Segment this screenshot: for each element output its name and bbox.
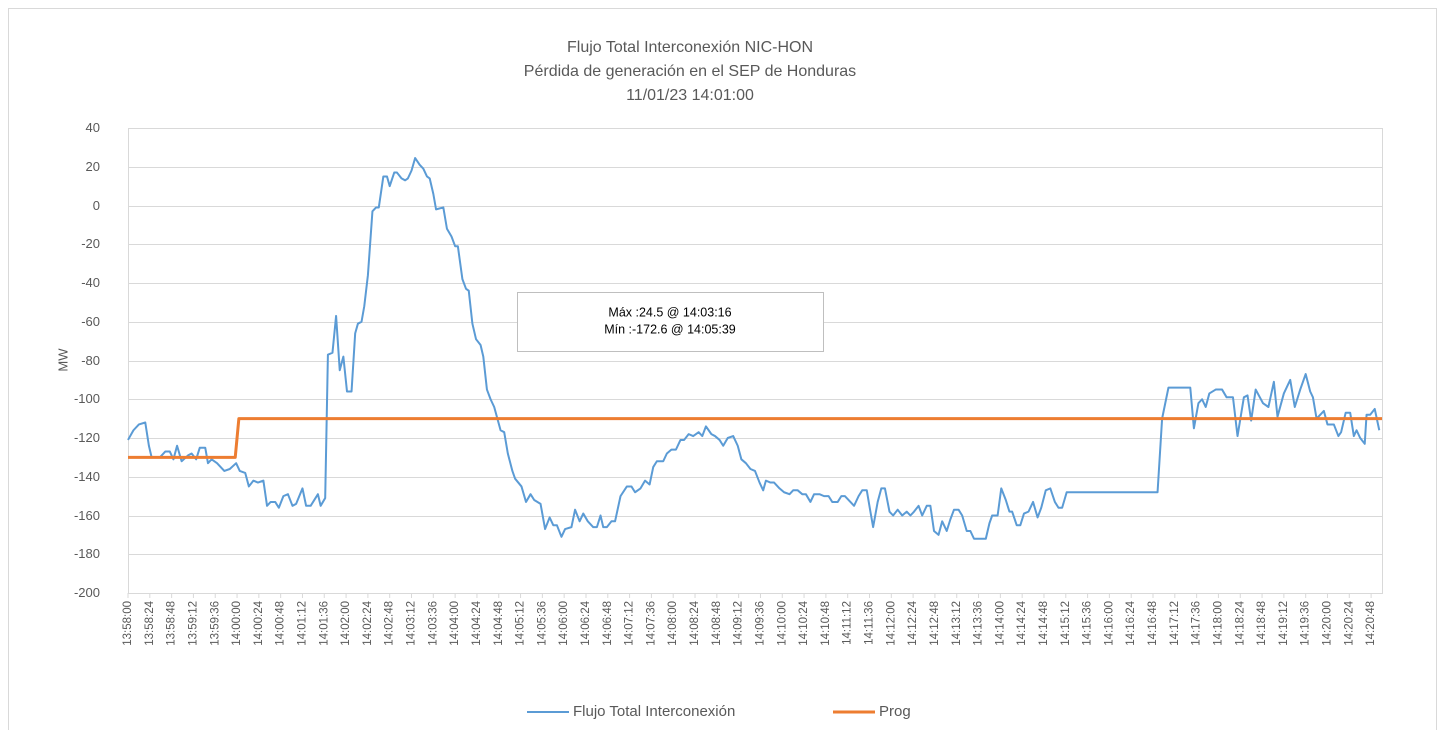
x-tick-label: 14:10:24 — [798, 600, 810, 645]
x-tick-label: 14:11:36 — [864, 601, 876, 645]
x-tick-label: 14:01:12 — [297, 601, 309, 646]
x-tick-label: 14:20:00 — [1322, 601, 1334, 646]
x-tick-label: 14:09:12 — [733, 601, 745, 646]
y-tick-label: -180 — [74, 546, 100, 561]
chart-subtitle: Pérdida de generación en el SEP de Hondu… — [524, 63, 856, 80]
x-tick-label: 14:06:24 — [580, 600, 592, 645]
x-tick-label: 14:13:36 — [973, 601, 985, 646]
x-tick-label: 14:16:48 — [1147, 601, 1159, 646]
x-tick-label: 13:59:36 — [209, 601, 221, 646]
chart-date: 11/01/23 14:01:00 — [626, 87, 754, 104]
x-tick-label: 14:15:36 — [1082, 601, 1094, 646]
x-tick-label: 14:00:00 — [231, 601, 243, 646]
x-tick-label: 14:03:36 — [427, 601, 439, 646]
x-tick-label: 14:19:36 — [1300, 601, 1312, 646]
x-tick-label: 14:20:24 — [1343, 600, 1355, 645]
y-tick-label: -40 — [81, 275, 100, 290]
x-tick-label: 14:08:48 — [711, 601, 723, 646]
x-tick-label: 14:05:12 — [515, 601, 527, 646]
y-tick-label: 0 — [93, 198, 100, 213]
x-tick-label: 14:10:00 — [776, 601, 788, 646]
x-tick-label: 14:07:12 — [624, 601, 636, 646]
x-tick-label: 14:17:12 — [1169, 601, 1181, 646]
y-tick-label: -60 — [81, 314, 100, 329]
y-tick-label: -160 — [74, 508, 100, 523]
x-tick-label: 14:00:48 — [275, 601, 287, 646]
x-tick-label: 14:12:24 — [907, 600, 919, 645]
annotation: Mín :-172.6 @ 14:05:39 — [604, 322, 736, 336]
x-tick-label: 14:02:48 — [384, 601, 396, 646]
x-tick-label: 14:15:12 — [1060, 601, 1072, 646]
x-tick-label: 14:11:12 — [842, 601, 854, 645]
x-tick-label: 14:18:24 — [1234, 600, 1246, 645]
x-tick-label: 14:18:48 — [1256, 601, 1268, 646]
y-tick-label: -140 — [74, 469, 100, 484]
x-tick-label: 14:08:24 — [689, 600, 701, 645]
x-tick-label: 14:19:12 — [1278, 601, 1290, 646]
y-tick-label: -100 — [74, 391, 100, 406]
x-tick-label: 14:00:24 — [253, 600, 265, 645]
y-tick-label: -80 — [81, 353, 100, 368]
y-tick-label: -200 — [74, 585, 100, 600]
x-tick-label: 14:17:36 — [1191, 601, 1203, 646]
x-tick-label: 14:08:00 — [667, 601, 679, 646]
legend-label: Flujo Total Interconexión — [573, 703, 735, 720]
x-tick-label: 14:09:36 — [754, 601, 766, 646]
data-line — [128, 417, 1382, 459]
x-tick-label: 14:04:24 — [471, 600, 483, 645]
x-tick-label: 14:06:48 — [602, 601, 614, 646]
x-tick-label: 13:58:48 — [166, 601, 178, 646]
y-axis-label: MW — [55, 348, 70, 372]
x-tick-label: 14:01:36 — [318, 601, 330, 646]
x-tick-label: 14:02:24 — [362, 600, 374, 645]
y-tick-label: -120 — [74, 430, 100, 445]
x-tick-label: 14:07:36 — [645, 601, 657, 646]
x-tick-label: 13:59:12 — [187, 601, 199, 646]
x-tick-label: 13:58:00 — [122, 601, 134, 646]
annotation: Máx :24.5 @ 14:03:16 — [608, 305, 731, 319]
x-tick-label: 14:12:00 — [885, 601, 897, 646]
x-tick-label: 14:14:24 — [1016, 600, 1028, 645]
x-tick-label: 14:14:00 — [994, 601, 1006, 646]
x-tick-label: 14:06:00 — [558, 601, 570, 646]
annotation-box — [517, 292, 824, 352]
x-tick-label: 14:16:00 — [1103, 601, 1115, 646]
x-tick-label: 14:16:24 — [1125, 600, 1137, 645]
x-tick-label: 14:02:00 — [340, 601, 352, 646]
y-tick-label: 20 — [86, 159, 100, 174]
x-tick-label: 14:05:36 — [536, 601, 548, 646]
x-tick-label: 14:04:00 — [449, 601, 461, 646]
y-tick-label: -20 — [81, 236, 100, 251]
x-tick-label: 14:13:12 — [951, 601, 963, 646]
chart-title: Flujo Total Interconexión NIC-HON — [567, 39, 813, 56]
x-tick-label: 14:18:00 — [1212, 601, 1224, 646]
x-tick-label: 14:20:48 — [1365, 601, 1377, 646]
y-tick-label: 40 — [86, 120, 100, 135]
legend-label: Prog — [879, 703, 911, 720]
x-tick-label: 14:03:12 — [406, 601, 418, 646]
x-tick-label: 14:04:48 — [493, 601, 505, 646]
data-line — [127, 157, 1381, 540]
x-tick-label: 14:12:48 — [929, 601, 941, 646]
x-tick-label: 14:14:48 — [1038, 601, 1050, 646]
x-tick-label: 13:58:24 — [144, 600, 156, 645]
x-tick-label: 14:10:48 — [820, 601, 832, 646]
